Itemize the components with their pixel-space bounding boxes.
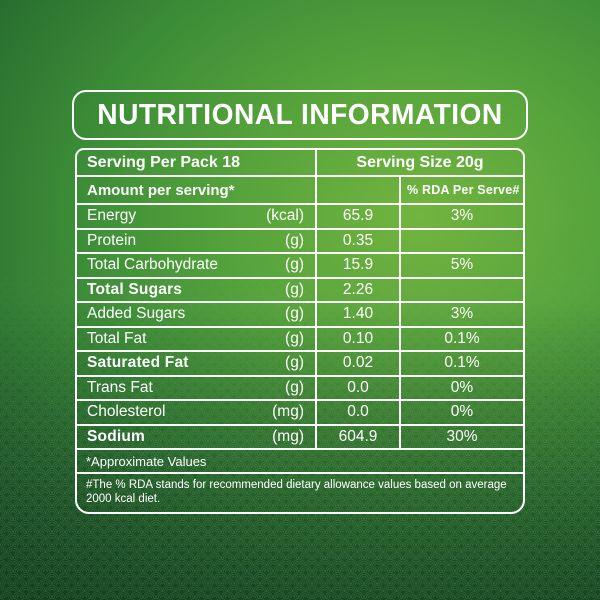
table-row-energy: Energy (kcal) 65.9 3% bbox=[77, 203, 523, 228]
nutrient-unit: (g) bbox=[285, 329, 304, 347]
nutrient-unit: (g) bbox=[285, 354, 304, 372]
nutrient-value: 0.10 bbox=[315, 327, 399, 350]
nutrient-rda: 0.1% bbox=[399, 327, 523, 350]
nutrient-label: Added Sugars bbox=[87, 305, 186, 323]
serving-size-cell: Serving Size 20g bbox=[315, 150, 523, 175]
table-row-total-sugars: Total Sugars (g) 2.26 bbox=[77, 276, 523, 301]
nutrient-label: Cholesterol bbox=[87, 403, 166, 421]
nutrient-value: 0.35 bbox=[315, 229, 399, 252]
nutrient-label: Sodium bbox=[87, 427, 146, 445]
nutrient-rda: 0% bbox=[399, 401, 523, 424]
table-row-sodium: Sodium (mg) 604.9 30% bbox=[77, 423, 523, 448]
approx-values-note: *Approximate Values bbox=[77, 448, 523, 472]
nutrient-label: Total Sugars bbox=[87, 280, 183, 298]
serving-per-pack-cell: Serving Per Pack 18 bbox=[87, 153, 240, 171]
page-title: NUTRITIONAL INFORMATION bbox=[97, 98, 503, 131]
table-row-trans-fat: Trans Fat (g) 0.0 0% bbox=[77, 374, 523, 399]
table-row-added-sugars: Added Sugars (g) 1.40 3% bbox=[77, 301, 523, 326]
nutrient-unit: (mg) bbox=[272, 403, 304, 421]
table-row-total-carbohydrate: Total Carbohydrate (g) 15.9 5% bbox=[77, 252, 523, 277]
nutrient-value: 15.9 bbox=[315, 254, 399, 277]
nutrient-rda: 3% bbox=[399, 205, 523, 228]
nutrient-rda: 3% bbox=[399, 303, 523, 326]
nutrient-unit: (g) bbox=[285, 231, 304, 249]
amount-header-row: Amount per serving* % RDA Per Serve# bbox=[77, 175, 523, 203]
table-row-protein: Protein (g) 0.35 bbox=[77, 227, 523, 252]
nutrient-rda: 0.1% bbox=[399, 352, 523, 375]
empty-header-cell bbox=[315, 177, 399, 203]
nutrient-label: Trans Fat bbox=[87, 378, 153, 396]
nutrient-label: Total Carbohydrate bbox=[87, 256, 218, 274]
nutrient-unit: (g) bbox=[285, 305, 304, 323]
nutrient-value: 1.40 bbox=[315, 303, 399, 326]
rda-header-cell: % RDA Per Serve# bbox=[399, 177, 523, 203]
serving-row: Serving Per Pack 18 Serving Size 20g bbox=[77, 150, 523, 175]
nutrient-value: 2.26 bbox=[315, 278, 399, 301]
nutrient-unit: (g) bbox=[285, 378, 304, 396]
nutrient-value: 604.9 bbox=[315, 425, 399, 448]
table-row-total-fat: Total Fat (g) 0.10 0.1% bbox=[77, 325, 523, 350]
amount-header-cell: Amount per serving* bbox=[87, 181, 235, 199]
table-row-cholesterol: Cholesterol (mg) 0.0 0% bbox=[77, 399, 523, 424]
nutrient-value: 0.0 bbox=[315, 376, 399, 399]
nutrient-value: 0.02 bbox=[315, 352, 399, 375]
nutrient-value: 65.9 bbox=[315, 205, 399, 228]
rda-footnote: #The % RDA stands for recommended dietar… bbox=[77, 472, 523, 512]
nutrient-label: Energy bbox=[87, 207, 137, 225]
nutrient-rda: 5% bbox=[399, 254, 523, 277]
nutrient-label: Total Fat bbox=[87, 329, 147, 347]
nutrient-unit: (g) bbox=[285, 256, 304, 274]
nutrient-unit: (mg) bbox=[272, 427, 304, 445]
nutrient-value: 0.0 bbox=[315, 401, 399, 424]
nutrient-rda bbox=[399, 229, 523, 252]
table-row-saturated-fat: Saturated Fat (g) 0.02 0.1% bbox=[77, 350, 523, 375]
nutrition-panel: NUTRITIONAL INFORMATION Serving Per Pack… bbox=[72, 90, 528, 514]
nutrient-label: Protein bbox=[87, 231, 137, 249]
nutrition-table: Serving Per Pack 18 Serving Size 20g Amo… bbox=[75, 148, 525, 514]
nutrient-rda: 30% bbox=[399, 425, 523, 448]
title-box: NUTRITIONAL INFORMATION bbox=[72, 90, 528, 140]
nutrient-unit: (g) bbox=[285, 280, 304, 298]
nutrient-rda bbox=[399, 278, 523, 301]
nutrient-unit: (kcal) bbox=[266, 207, 304, 225]
nutrient-label: Saturated Fat bbox=[87, 354, 189, 372]
nutrient-rda: 0% bbox=[399, 376, 523, 399]
